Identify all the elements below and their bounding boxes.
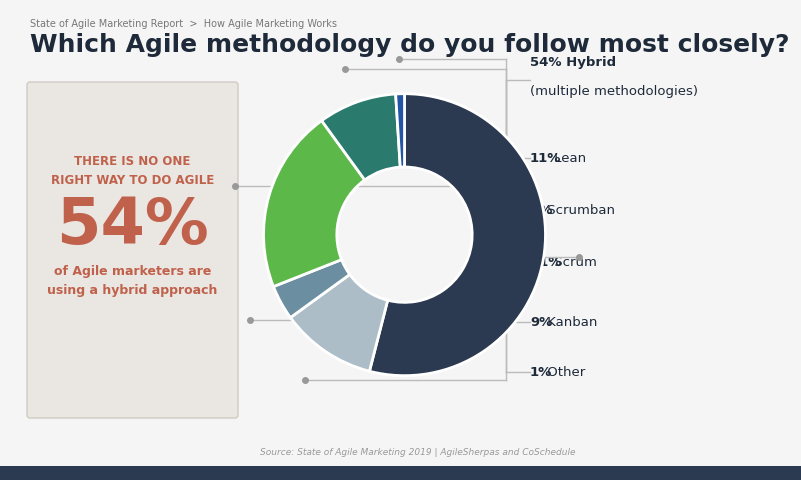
Bar xyxy=(0,466,801,480)
Text: Which Agile methodology do you follow most closely?: Which Agile methodology do you follow mo… xyxy=(30,33,790,57)
FancyBboxPatch shape xyxy=(27,83,238,418)
Text: (multiple methodologies): (multiple methodologies) xyxy=(530,85,698,98)
Wedge shape xyxy=(291,275,388,372)
Text: 21%: 21% xyxy=(530,256,562,269)
Wedge shape xyxy=(264,121,364,287)
Text: 1%: 1% xyxy=(530,366,552,379)
Text: Source: State of Agile Marketing 2019 | AgileSherpas and CoSchedule: Source: State of Agile Marketing 2019 | … xyxy=(260,447,575,456)
Text: 54%: 54% xyxy=(56,194,209,256)
Text: 9%: 9% xyxy=(530,316,552,329)
Text: of Agile marketers are
using a hybrid approach: of Agile marketers are using a hybrid ap… xyxy=(47,264,218,296)
Text: State of Agile Marketing Report  >  How Agile Marketing Works: State of Agile Marketing Report > How Ag… xyxy=(30,19,337,29)
Wedge shape xyxy=(322,95,400,180)
Text: Lean: Lean xyxy=(549,152,586,165)
Text: 4%: 4% xyxy=(530,204,553,217)
Text: 54% Hybrid: 54% Hybrid xyxy=(530,56,616,69)
Text: Other: Other xyxy=(543,366,586,379)
Text: Scrum: Scrum xyxy=(549,256,597,269)
Wedge shape xyxy=(369,95,545,376)
Text: Kanban: Kanban xyxy=(543,316,598,329)
Text: 11%: 11% xyxy=(530,152,562,165)
Wedge shape xyxy=(396,95,405,168)
Text: Scrumban: Scrumban xyxy=(543,204,615,217)
Wedge shape xyxy=(273,260,350,318)
Text: THERE IS NO ONE
RIGHT WAY TO DO AGILE: THERE IS NO ONE RIGHT WAY TO DO AGILE xyxy=(51,155,214,187)
